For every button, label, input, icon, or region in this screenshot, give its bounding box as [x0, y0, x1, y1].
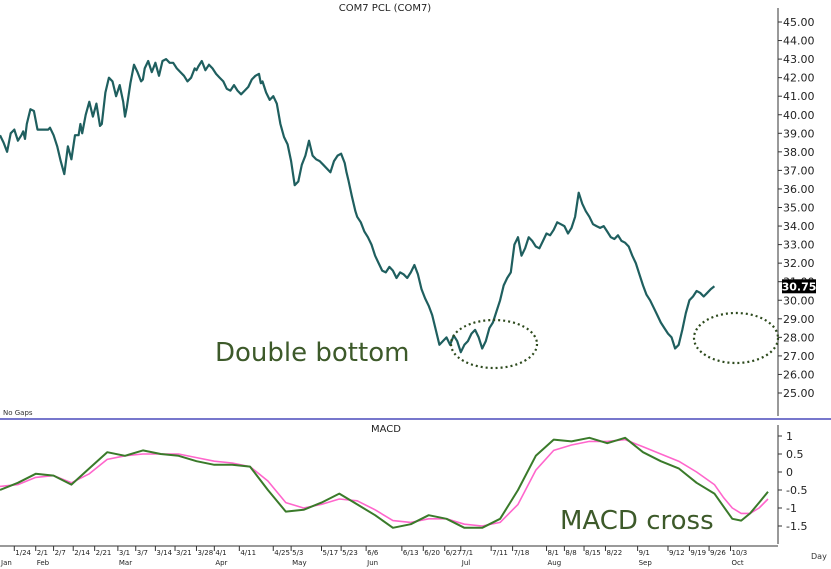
no-gaps-label: No Gaps: [3, 409, 33, 417]
x-tick-date-label: 10/3: [731, 549, 747, 557]
x-tick-date-label: 2/14: [74, 549, 90, 557]
x-tick-date-label: 2/21: [96, 549, 112, 557]
x-tick-date-label: 8/15: [585, 549, 601, 557]
macd-y-tick-label: -0.5: [786, 484, 807, 497]
double-bottom-circle: [449, 318, 539, 370]
price-y-tick-label: 33.00: [783, 239, 815, 252]
x-tick-date-label: 4/11: [240, 549, 256, 557]
x-tick-month-label: Jan: [0, 559, 12, 567]
macd-y-tick-label: 1: [786, 430, 793, 443]
price-y-tick-label: 37.00: [783, 164, 815, 177]
x-tick-date-label: 9/1: [639, 549, 650, 557]
price-y-tick-label: 42.00: [783, 72, 815, 85]
x-tick-date-label: 6/13: [403, 549, 419, 557]
x-tick-month-label: Mar: [119, 559, 132, 567]
x-tick-month-label: Feb: [37, 559, 50, 567]
x-tick-date-label: 9/26: [710, 549, 726, 557]
x-tick-month-label: Jul: [461, 559, 471, 567]
macd-signal-line: [0, 438, 769, 527]
macd-y-tick-label: 0.5: [786, 448, 804, 461]
price-y-ticks: 45.00 44.00 43.00 42.00 41.00 40.00 39.00 38.00…: [778, 16, 815, 400]
x-tick-date-label: 4/25: [274, 549, 290, 557]
price-panel: COM7 PCL (COM7) 45.00 44.00 43.00 42.00 41.0…: [0, 3, 816, 417]
x-tick-date-label: 6/27: [446, 549, 462, 557]
last-value-badge: 30.75: [782, 279, 817, 294]
price-y-tick-label: 26.00: [783, 368, 815, 381]
price-y-tick-label: 43.00: [783, 53, 815, 66]
price-y-tick-label: 28.00: [783, 331, 815, 344]
x-tick-date-label: 7/18: [514, 549, 530, 557]
x-tick-month-label: May: [292, 559, 306, 567]
price-chart-title: COM7 PCL (COM7): [339, 3, 432, 14]
x-tick-date-label: 3/28: [197, 549, 213, 557]
price-y-tick-label: 44.00: [783, 35, 815, 48]
x-tick-date-label: 3/7: [137, 549, 148, 557]
macd-y-ticks: 1 0.5 0 -0.5 -1 -1.5: [778, 430, 807, 533]
macd-y-tick-label: -1.5: [786, 520, 807, 533]
macd-y-tick-label: 0: [786, 466, 793, 479]
price-y-tick-label: 35.00: [783, 202, 815, 215]
x-tick-date-label: 3/1: [119, 549, 130, 557]
x-tick-month-label: Sep: [639, 559, 653, 567]
second-low-circle: [692, 311, 780, 365]
x-tick-date-label: 6/20: [424, 549, 440, 557]
price-y-tick-label: 41.00: [783, 90, 815, 103]
x-tick-month-label: Apr: [215, 559, 227, 567]
price-y-tick-label: 39.00: [783, 127, 815, 140]
price-y-tick-label: 40.00: [783, 109, 815, 122]
last-value-label: 30.75: [782, 280, 817, 293]
x-tick-date-label: 5/23: [342, 549, 358, 557]
x-tick-date-label: 7/1: [462, 549, 473, 557]
x-tick-date-label: 8/22: [606, 549, 622, 557]
double-bottom-annotation: Double bottom: [215, 338, 409, 368]
price-y-tick-label: 38.00: [783, 146, 815, 159]
price-y-tick-label: 34.00: [783, 220, 815, 233]
x-tick-month-label: Oct: [731, 559, 743, 567]
price-series-line: [0, 58, 716, 354]
price-y-tick-label: 29.00: [783, 313, 815, 326]
x-tick-date-label: 3/21: [176, 549, 192, 557]
price-y-tick-label: 36.00: [783, 183, 815, 196]
x-tick-date-label: 6/6: [367, 549, 379, 557]
price-y-tick-label: 30.00: [783, 294, 815, 307]
price-y-tick-label: 32.00: [783, 257, 815, 270]
x-tick-date-label: 5/3: [292, 549, 303, 557]
macd-title: MACD: [371, 424, 401, 435]
price-y-tick-label: 27.00: [783, 350, 815, 363]
x-tick-date-label: 1/24: [15, 549, 31, 557]
x-tick-date-label: 8/1: [548, 549, 559, 557]
x-tick-date-label: 9/12: [669, 549, 685, 557]
x-axis-ticks: 1/24 2/1 2/7 2/14 2/21 3/1 3/7 3/14 3/21 3/28 4/1 4…: [0, 546, 747, 567]
x-tick-date-label: 7/11: [492, 549, 508, 557]
x-tick-date-label: 8/8: [565, 549, 576, 557]
price-y-tick-label: 45.00: [783, 16, 815, 29]
macd-cross-annotation: MACD cross: [560, 506, 714, 536]
x-tick-date-label: 3/14: [156, 549, 172, 557]
macd-y-tick-label: -1: [786, 502, 797, 515]
x-tick-date-label: 2/1: [37, 549, 48, 557]
x-tick-date-label: 9/19: [690, 549, 706, 557]
macd-panel: MACD 1 0.5 0 -0.5 -1 -1.5 MACD cross: [0, 424, 807, 544]
x-tick-month-label: Jun: [366, 559, 378, 567]
macd-line: [0, 436, 769, 529]
x-tick-date-label: 5/17: [322, 549, 338, 557]
x-tick-month-label: Aug: [548, 559, 562, 567]
x-tick-date-label: 4/1: [215, 549, 226, 557]
x-tick-date-label: 2/7: [55, 549, 66, 557]
price-y-tick-label: 25.00: [783, 387, 815, 400]
x-axis-day-label: Day: [811, 552, 827, 561]
